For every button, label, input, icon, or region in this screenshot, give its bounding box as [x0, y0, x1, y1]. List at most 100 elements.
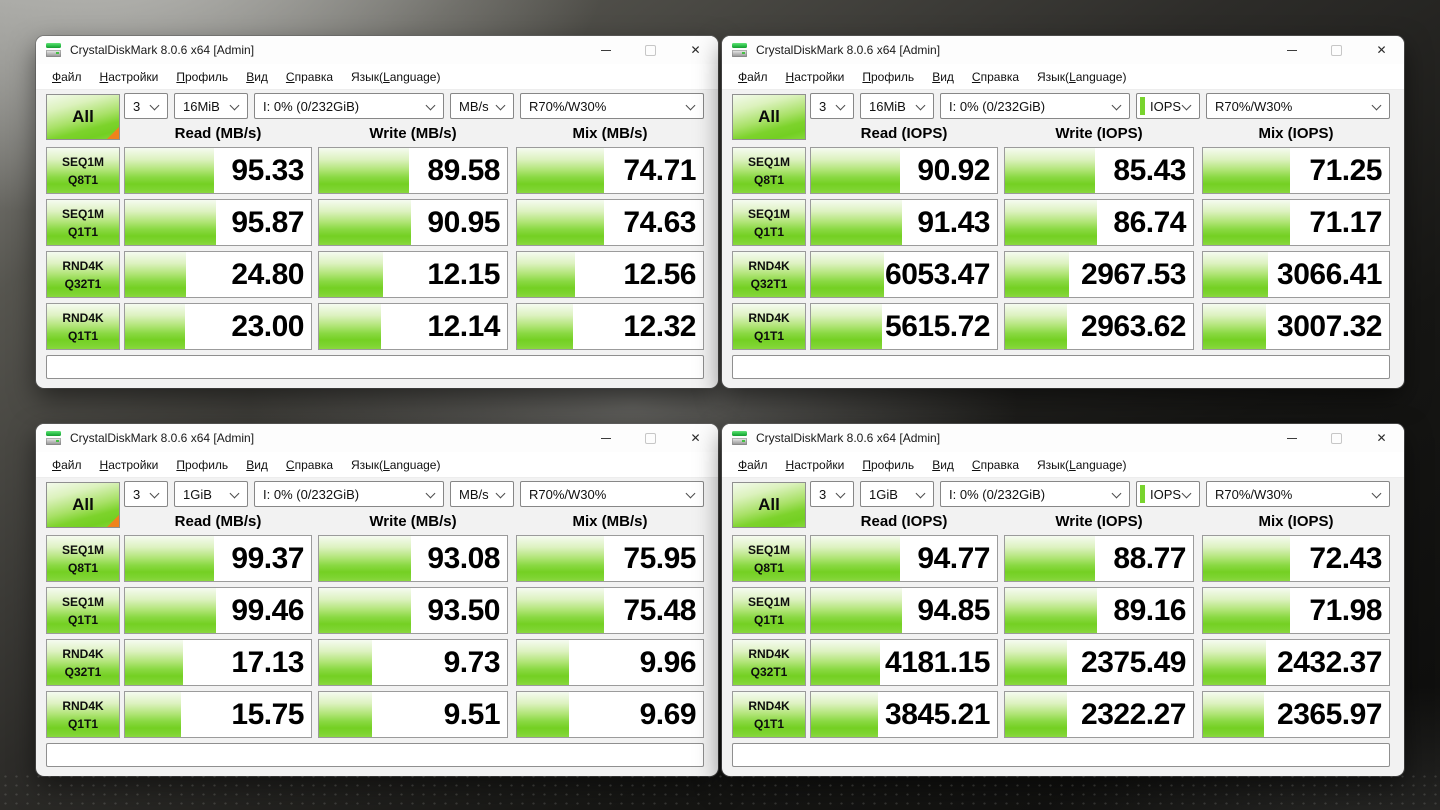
unit-select[interactable]: MB/s: [450, 481, 514, 507]
menu-item-1[interactable]: Настройки: [785, 69, 845, 84]
mix-result-cell[interactable]: 71.17: [1202, 199, 1390, 246]
comment-field[interactable]: [46, 355, 704, 379]
test-label-cell[interactable]: SEQ1M Q8T1: [46, 535, 120, 582]
test-label-cell[interactable]: RND4K Q32T1: [732, 639, 806, 686]
menu-item-3[interactable]: Вид: [246, 69, 268, 84]
minimize-button[interactable]: [583, 424, 628, 452]
menu-item-3[interactable]: Вид: [932, 457, 954, 472]
write-result-cell[interactable]: 12.14: [318, 303, 508, 350]
read-result-cell[interactable]: 17.13: [124, 639, 312, 686]
menu-item-0[interactable]: Файл: [738, 69, 768, 84]
test-label-cell[interactable]: RND4K Q1T1: [46, 303, 120, 350]
menu-item-4[interactable]: Справка: [285, 457, 334, 472]
mix-ratio-select[interactable]: R70%/W30%: [1206, 93, 1390, 119]
menu-item-2[interactable]: Профиль: [176, 457, 229, 472]
test-count-select[interactable]: 3: [810, 93, 854, 119]
mix-result-cell[interactable]: 72.43: [1202, 535, 1390, 582]
menu-item-5[interactable]: Язык(Language): [1037, 457, 1127, 472]
write-result-cell[interactable]: 9.73: [318, 639, 508, 686]
maximize-button[interactable]: [628, 36, 673, 64]
read-result-cell[interactable]: 99.46: [124, 587, 312, 634]
read-result-cell[interactable]: 94.85: [810, 587, 998, 634]
menu-item-3[interactable]: Вид: [246, 457, 268, 472]
read-result-cell[interactable]: 95.87: [124, 199, 312, 246]
mix-ratio-select[interactable]: R70%/W30%: [520, 93, 704, 119]
write-result-cell[interactable]: 12.15: [318, 251, 508, 298]
read-result-cell[interactable]: 23.00: [124, 303, 312, 350]
menu-item-1[interactable]: Настройки: [99, 457, 159, 472]
write-result-cell[interactable]: 93.50: [318, 587, 508, 634]
minimize-button[interactable]: [1269, 424, 1314, 452]
menu-item-3[interactable]: Вид: [932, 69, 954, 84]
titlebar[interactable]: CrystalDiskMark 8.0.6 x64 [Admin] ✕: [722, 424, 1404, 452]
read-result-cell[interactable]: 99.37: [124, 535, 312, 582]
menu-item-5[interactable]: Язык(Language): [351, 69, 441, 84]
all-test-button[interactable]: All: [46, 94, 120, 140]
test-label-cell[interactable]: SEQ1M Q1T1: [46, 199, 120, 246]
menu-item-5[interactable]: Язык(Language): [351, 457, 441, 472]
test-label-cell[interactable]: RND4K Q32T1: [46, 251, 120, 298]
read-result-cell[interactable]: 90.92: [810, 147, 998, 194]
read-result-cell[interactable]: 24.80: [124, 251, 312, 298]
close-button[interactable]: ✕: [1359, 36, 1404, 64]
read-result-cell[interactable]: 95.33: [124, 147, 312, 194]
menu-item-2[interactable]: Профиль: [862, 457, 915, 472]
mix-result-cell[interactable]: 71.25: [1202, 147, 1390, 194]
mix-result-cell[interactable]: 9.96: [516, 639, 704, 686]
mix-result-cell[interactable]: 3066.41: [1202, 251, 1390, 298]
test-label-cell[interactable]: SEQ1M Q8T1: [46, 147, 120, 194]
mix-result-cell[interactable]: 74.71: [516, 147, 704, 194]
test-size-select[interactable]: 16MiB: [860, 93, 934, 119]
test-label-cell[interactable]: SEQ1M Q1T1: [46, 587, 120, 634]
all-test-button[interactable]: All: [732, 94, 806, 140]
mix-result-cell[interactable]: 12.56: [516, 251, 704, 298]
target-drive-select[interactable]: I: 0% (0/232GiB): [940, 481, 1130, 507]
close-button[interactable]: ✕: [673, 424, 718, 452]
test-count-select[interactable]: 3: [124, 93, 168, 119]
write-result-cell[interactable]: 93.08: [318, 535, 508, 582]
read-result-cell[interactable]: 15.75: [124, 691, 312, 738]
read-result-cell[interactable]: 94.77: [810, 535, 998, 582]
read-result-cell[interactable]: 6053.47: [810, 251, 998, 298]
minimize-button[interactable]: [583, 36, 628, 64]
test-label-cell[interactable]: SEQ1M Q8T1: [732, 147, 806, 194]
all-test-button[interactable]: All: [732, 482, 806, 528]
write-result-cell[interactable]: 89.58: [318, 147, 508, 194]
mix-result-cell[interactable]: 2432.37: [1202, 639, 1390, 686]
menu-item-0[interactable]: Файл: [52, 69, 82, 84]
write-result-cell[interactable]: 2375.49: [1004, 639, 1194, 686]
mix-ratio-select[interactable]: R70%/W30%: [1206, 481, 1390, 507]
menu-item-0[interactable]: Файл: [738, 457, 768, 472]
test-label-cell[interactable]: RND4K Q1T1: [732, 691, 806, 738]
target-drive-select[interactable]: I: 0% (0/232GiB): [940, 93, 1130, 119]
mix-result-cell[interactable]: 71.98: [1202, 587, 1390, 634]
write-result-cell[interactable]: 88.77: [1004, 535, 1194, 582]
target-drive-select[interactable]: I: 0% (0/232GiB): [254, 481, 444, 507]
target-drive-select[interactable]: I: 0% (0/232GiB): [254, 93, 444, 119]
maximize-button[interactable]: [1314, 36, 1359, 64]
mix-result-cell[interactable]: 75.95: [516, 535, 704, 582]
write-result-cell[interactable]: 9.51: [318, 691, 508, 738]
maximize-button[interactable]: [1314, 424, 1359, 452]
titlebar[interactable]: CrystalDiskMark 8.0.6 x64 [Admin] ✕: [722, 36, 1404, 64]
test-count-select[interactable]: 3: [124, 481, 168, 507]
write-result-cell[interactable]: 85.43: [1004, 147, 1194, 194]
test-label-cell[interactable]: RND4K Q1T1: [732, 303, 806, 350]
test-label-cell[interactable]: SEQ1M Q8T1: [732, 535, 806, 582]
menu-item-4[interactable]: Справка: [971, 69, 1020, 84]
titlebar[interactable]: CrystalDiskMark 8.0.6 x64 [Admin] ✕: [36, 424, 718, 452]
menu-item-4[interactable]: Справка: [285, 69, 334, 84]
unit-select[interactable]: IOPS: [1136, 93, 1200, 119]
write-result-cell[interactable]: 90.95: [318, 199, 508, 246]
read-result-cell[interactable]: 3845.21: [810, 691, 998, 738]
unit-select[interactable]: IOPS: [1136, 481, 1200, 507]
mix-result-cell[interactable]: 12.32: [516, 303, 704, 350]
read-result-cell[interactable]: 91.43: [810, 199, 998, 246]
menu-item-0[interactable]: Файл: [52, 457, 82, 472]
mix-result-cell[interactable]: 75.48: [516, 587, 704, 634]
menu-item-5[interactable]: Язык(Language): [1037, 69, 1127, 84]
test-label-cell[interactable]: SEQ1M Q1T1: [732, 199, 806, 246]
mix-ratio-select[interactable]: R70%/W30%: [520, 481, 704, 507]
mix-result-cell[interactable]: 9.69: [516, 691, 704, 738]
menu-item-1[interactable]: Настройки: [99, 69, 159, 84]
